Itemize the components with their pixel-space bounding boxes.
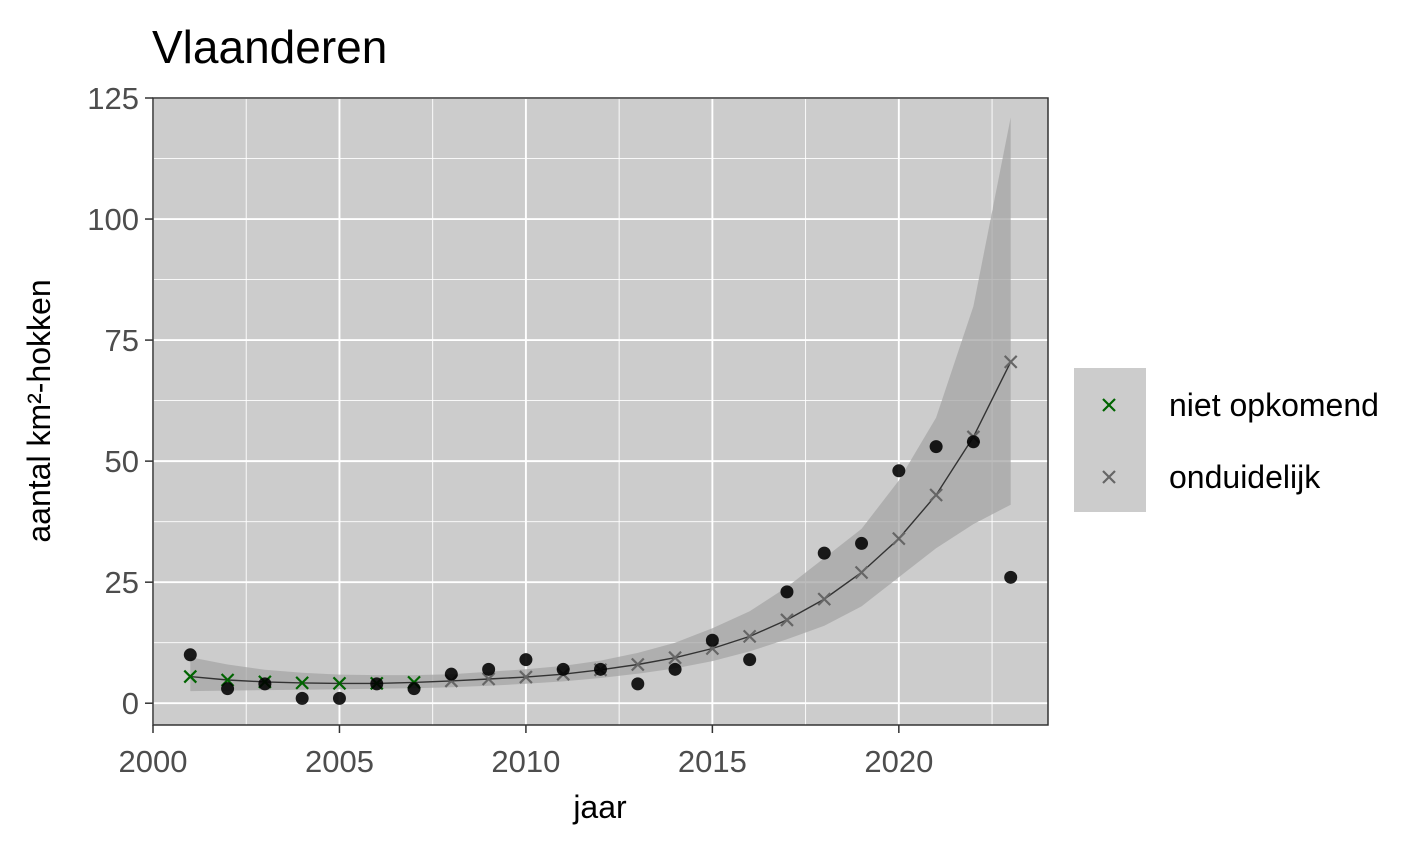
observed-point [780, 585, 794, 599]
observed-point [705, 633, 719, 647]
plot-panel [153, 98, 1048, 725]
y-tick-label: 50 [105, 444, 139, 479]
y-tick-label: 75 [105, 323, 139, 358]
x-tick-label: 2015 [678, 744, 747, 779]
observed-point [444, 667, 458, 681]
fit-marker [519, 670, 533, 684]
observed-point [221, 682, 235, 696]
cross-stroke [742, 629, 757, 644]
cross-stroke [631, 657, 645, 672]
fit-marker [817, 592, 832, 606]
observed-point [929, 440, 943, 454]
cross-stroke [295, 676, 309, 690]
cross-stroke [481, 672, 496, 686]
fit-marker [892, 531, 906, 546]
y-tick-label: 125 [87, 81, 139, 116]
cross-stroke [519, 670, 533, 684]
observed-point [258, 677, 272, 691]
fit-marker [631, 657, 645, 672]
cross-stroke [668, 650, 682, 665]
observed-point [855, 536, 869, 550]
cross-stroke [892, 531, 906, 546]
observed-point [668, 662, 682, 676]
plot-border [152, 97, 1049, 726]
fit-marker [668, 650, 682, 665]
x-tick-label: 2010 [491, 744, 560, 779]
x-tick-label: 2000 [119, 744, 188, 779]
y-axis: 0 25 50 75 100 125 [87, 81, 153, 721]
observed-point [295, 691, 309, 705]
observed-point [594, 662, 607, 676]
fit-marker [1003, 355, 1018, 369]
observed-point [817, 546, 831, 560]
cross-stroke [332, 676, 347, 691]
cross-stroke [1003, 355, 1018, 369]
observed-point [519, 653, 533, 667]
legend-label: niet opkomend [1169, 387, 1379, 423]
observed-point [332, 691, 346, 705]
observed-point [966, 435, 980, 449]
observed-point [407, 682, 421, 696]
x-axis-title: jaar [572, 789, 627, 825]
cross-stroke [183, 669, 198, 684]
observed-point [370, 677, 384, 691]
legend-key-marker [1102, 470, 1116, 484]
x-axis: 2000 2005 2010 2015 2020 [119, 725, 933, 779]
observed-point [1004, 570, 1018, 584]
fit-marker [929, 488, 943, 502]
fit-marker [295, 676, 309, 690]
chart-title: Vlaanderen [152, 21, 387, 73]
y-tick-label: 100 [87, 202, 139, 237]
cross-stroke [929, 488, 943, 502]
fit-marker [481, 672, 496, 686]
legend-label: onduidelijk [1169, 459, 1321, 495]
observed-point [892, 464, 906, 478]
legend: niet opkomend onduidelijk [1074, 368, 1379, 512]
y-tick-label: 0 [122, 686, 139, 721]
observed-points [183, 435, 1018, 705]
cross-stroke [780, 613, 794, 627]
observed-point [556, 662, 570, 676]
fit-marker [854, 565, 869, 580]
fit-marker [780, 613, 794, 627]
legend-key-marker [1102, 398, 1116, 412]
observed-point [183, 648, 197, 662]
fit-marker [332, 676, 347, 691]
y-tick-label: 25 [105, 565, 139, 600]
fit-marker [742, 629, 757, 644]
cross-stroke [1102, 398, 1116, 412]
fit-marker [183, 669, 198, 684]
legend-key-background [1074, 368, 1146, 512]
cross-stroke [817, 592, 832, 606]
observed-point [631, 677, 645, 691]
observed-point [482, 662, 496, 676]
x-tick-label: 2020 [864, 744, 933, 779]
x-tick-label: 2005 [305, 744, 374, 779]
cross-stroke [1102, 470, 1116, 484]
cross-stroke [854, 565, 869, 580]
y-axis-title: aantal km²-hokken [21, 279, 57, 542]
observed-point [743, 653, 757, 667]
